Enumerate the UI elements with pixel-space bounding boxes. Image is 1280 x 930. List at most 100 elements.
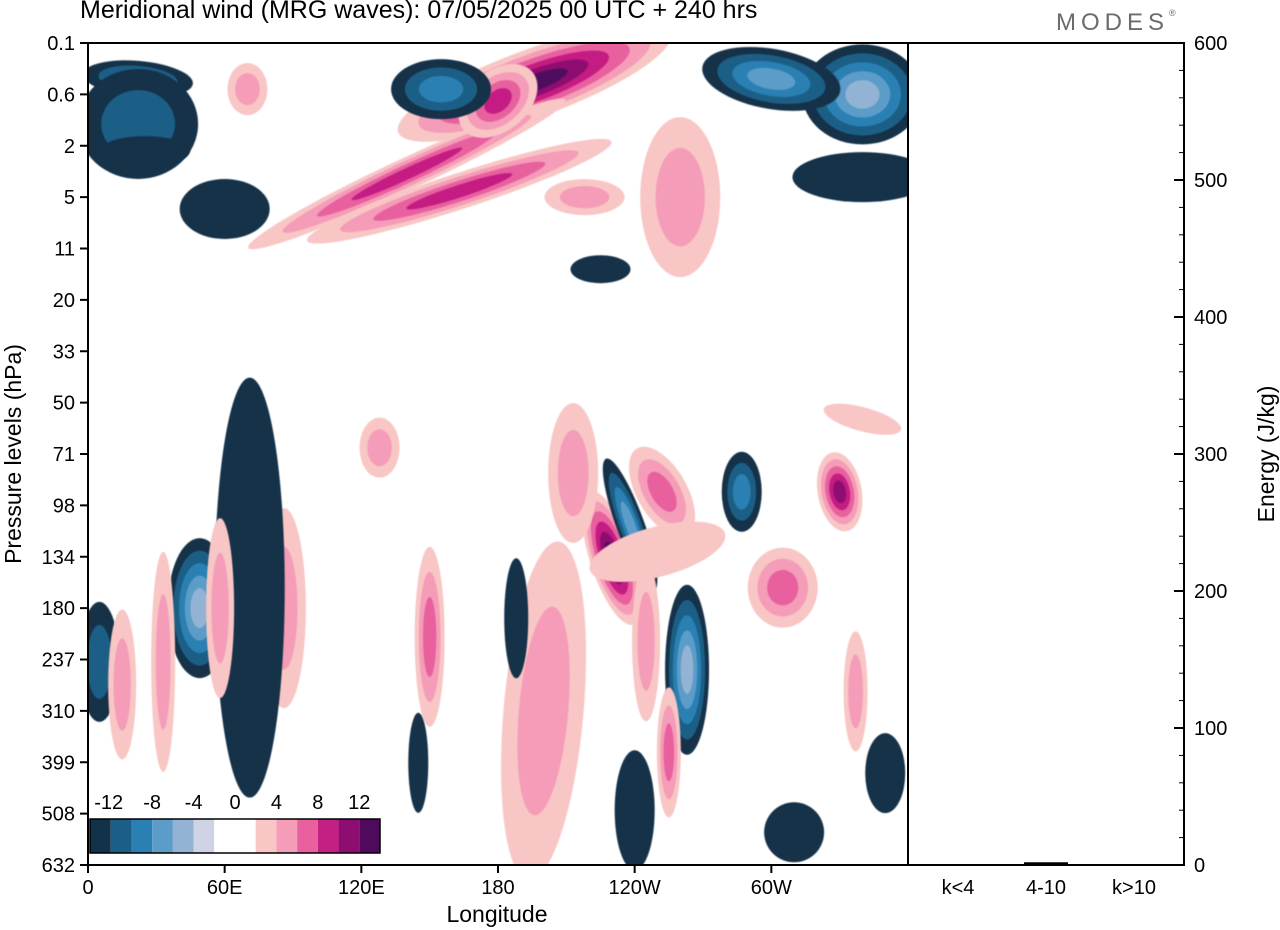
wind-contour-positive (559, 186, 610, 209)
colorbar-swatch (359, 819, 380, 853)
colorbar-label: 8 (312, 792, 323, 814)
wind-contour-negative (865, 733, 906, 814)
energy-axis: 0 100 200 300 400 500 600 (1174, 33, 1227, 877)
y-tick-label: 180 (42, 598, 75, 620)
wind-contour-negative (747, 67, 796, 91)
y-tick-label: 632 (42, 855, 75, 877)
modes-logo: MODES® (1056, 8, 1176, 37)
x-tick-label: 0 (82, 877, 93, 899)
energy-axis-label: Energy (J/kg) (1253, 386, 1279, 523)
wind-contour-negative (764, 802, 825, 863)
x-tick-label: 120W (609, 877, 661, 899)
wind-contour-negative (732, 474, 751, 510)
wind-contour-positive (517, 606, 570, 816)
wind-contour-negative (418, 75, 464, 103)
wind-contour-positive (367, 429, 392, 467)
wind-contour-negative (99, 136, 190, 167)
wind-contour-positive (663, 723, 675, 782)
energy-bar (1024, 862, 1068, 865)
energy-tick-label: 500 (1194, 170, 1227, 192)
colorbar-frame (89, 818, 381, 854)
y-tick-label: 71 (53, 444, 75, 466)
x-axis-label: Longitude (446, 901, 547, 927)
wind-field (88, 43, 908, 865)
energy-bar (936, 864, 980, 866)
energy-category-label: k>10 (1112, 877, 1156, 899)
y-axis-label: Pressure levels (hPa) (0, 344, 26, 564)
colorbar-swatch (338, 819, 360, 853)
y-tick-label: 33 (53, 341, 75, 363)
energy-tick-label: 100 (1194, 718, 1227, 740)
energy-tick-label: 300 (1194, 444, 1227, 466)
colorbar-swatch (297, 819, 318, 853)
x-tick-label: 120E (338, 877, 385, 899)
y-tick-label: 0.1 (47, 33, 75, 55)
colorbar-label: 4 (271, 792, 282, 814)
energy-tick-label: 400 (1194, 307, 1227, 329)
y-tick-label: 237 (42, 650, 75, 672)
colorbar: -12 -8 -4 0 4 8 12 (89, 792, 381, 854)
colorbar-swatch (90, 819, 111, 853)
x-tick-label: 60W (751, 877, 792, 899)
energy-bars: k<4 4-10 k>10 (936, 862, 1156, 899)
y-tick-label: 20 (53, 290, 75, 312)
wind-contour-positive (155, 594, 171, 730)
colorbar-label: -12 (94, 792, 123, 814)
energy-tick-label: 0 (1194, 855, 1205, 877)
colorbar-label: -4 (185, 792, 203, 814)
wind-contour-positive (423, 596, 437, 677)
wind-contour-negative (214, 377, 285, 798)
x-tick-label: 180 (481, 877, 514, 899)
x-tick-label: 60E (207, 877, 243, 899)
colorbar-swatch (214, 819, 235, 853)
colorbar-swatch (152, 819, 173, 853)
colorbar-swatch (193, 819, 215, 853)
energy-bar (1112, 864, 1156, 866)
colorbar-swatch (235, 819, 256, 853)
wind-contour-positive (848, 654, 863, 729)
y-tick-label: 5 (64, 187, 75, 209)
chart-title: Meridional wind (MRG waves): 07/05/2025 … (80, 0, 758, 24)
y-tick-label: 508 (42, 804, 75, 826)
y-tick-label: 134 (42, 547, 75, 569)
energy-tick-label: 200 (1194, 581, 1227, 603)
wind-contour-positive (647, 471, 677, 512)
wind-contour-negative (408, 712, 429, 813)
colorbar-label: 12 (348, 792, 370, 814)
y-tick-label: 2 (64, 136, 75, 158)
wind-contour-positive (823, 403, 902, 435)
logo-text: MODES (1056, 9, 1170, 36)
longitude-axis: 0 60E 120E 180 120W 60W (82, 865, 792, 899)
colorbar-swatch (110, 819, 132, 853)
wind-contour-positive (637, 592, 655, 691)
y-tick-label: 310 (42, 701, 75, 723)
wind-contour-positive (211, 552, 229, 664)
y-tick-label: 0.6 (47, 84, 75, 106)
colorbar-swatch (317, 819, 339, 853)
logo-mark: ® (1169, 8, 1176, 18)
energy-tick-label: 600 (1194, 33, 1227, 55)
wind-contour-positive (235, 73, 260, 106)
wind-contour-negative (179, 179, 270, 240)
energy-category-label: k<4 (942, 877, 975, 899)
wind-contour-positive (484, 88, 512, 114)
energy-category-label: 4-10 (1026, 877, 1066, 899)
y-tick-label: 11 (54, 239, 75, 261)
wind-contour-positive (557, 429, 589, 517)
wind-contour-negative (570, 255, 631, 284)
wind-contour-negative (845, 80, 880, 109)
colorbar-swatch (255, 819, 277, 853)
energy-frame (907, 42, 1185, 866)
wind-contour-positive (351, 147, 463, 201)
wind-contour-negative (792, 152, 908, 203)
wind-contour-positive (833, 480, 847, 504)
wind-contour-positive (767, 569, 799, 606)
wind-contour-negative (614, 750, 655, 865)
colorbar-swatch (131, 819, 153, 853)
colorbar-swatch (172, 819, 194, 853)
wind-contour-negative (504, 558, 529, 679)
colorbar-label: 0 (229, 792, 240, 814)
colorbar-swatch (276, 819, 298, 853)
colorbar-label: -8 (143, 792, 161, 814)
